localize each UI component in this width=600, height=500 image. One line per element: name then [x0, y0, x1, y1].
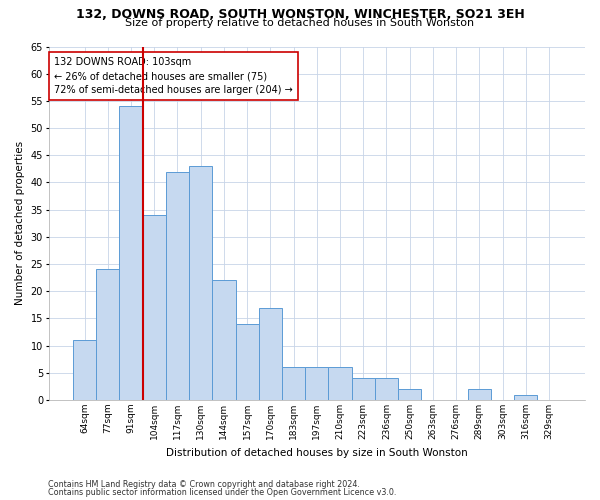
Text: 132, DOWNS ROAD, SOUTH WONSTON, WINCHESTER, SO21 3EH: 132, DOWNS ROAD, SOUTH WONSTON, WINCHEST…: [76, 8, 524, 20]
Y-axis label: Number of detached properties: Number of detached properties: [15, 141, 25, 306]
Bar: [375, 378, 398, 400]
Bar: [514, 394, 538, 400]
Bar: [143, 215, 166, 400]
Bar: [259, 308, 282, 400]
Bar: [468, 389, 491, 400]
Bar: [166, 172, 189, 400]
Text: Contains HM Land Registry data © Crown copyright and database right 2024.: Contains HM Land Registry data © Crown c…: [48, 480, 360, 489]
Bar: [96, 270, 119, 400]
X-axis label: Distribution of detached houses by size in South Wonston: Distribution of detached houses by size …: [166, 448, 467, 458]
Bar: [73, 340, 96, 400]
Bar: [282, 368, 305, 400]
Bar: [236, 324, 259, 400]
Text: 132 DOWNS ROAD: 103sqm
← 26% of detached houses are smaller (75)
72% of semi-det: 132 DOWNS ROAD: 103sqm ← 26% of detached…: [54, 57, 293, 95]
Text: Size of property relative to detached houses in South Wonston: Size of property relative to detached ho…: [125, 18, 475, 28]
Text: Contains public sector information licensed under the Open Government Licence v3: Contains public sector information licen…: [48, 488, 397, 497]
Bar: [119, 106, 143, 400]
Bar: [189, 166, 212, 400]
Bar: [328, 368, 352, 400]
Bar: [352, 378, 375, 400]
Bar: [398, 389, 421, 400]
Bar: [305, 368, 328, 400]
Bar: [212, 280, 236, 400]
